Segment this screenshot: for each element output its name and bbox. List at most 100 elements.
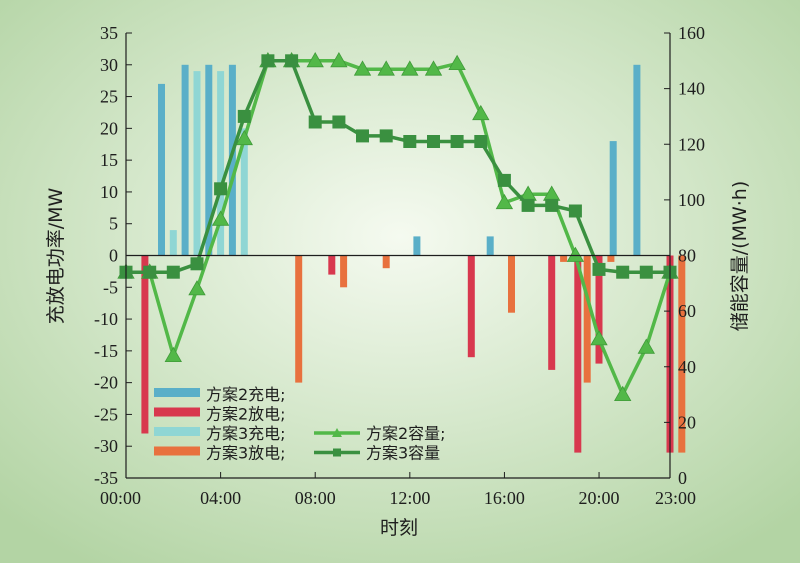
square-marker-1-15 xyxy=(474,135,488,148)
bar-3-0 xyxy=(295,255,303,383)
bar-1-0 xyxy=(141,255,149,434)
bar-0-6 xyxy=(609,141,617,256)
y-left-tick-label: 0 xyxy=(109,246,118,266)
bars-layer xyxy=(141,64,686,453)
triangle-marker-0-13 xyxy=(424,60,443,76)
y-right-tick-label: 100 xyxy=(678,190,705,210)
y-left-axis-title: 充放电功率/MW xyxy=(45,188,67,325)
square-marker-1-13 xyxy=(427,135,440,148)
square-marker-1-20 xyxy=(592,262,606,276)
y-left-tick-label: 15 xyxy=(100,150,118,170)
bar-0-4 xyxy=(413,236,421,256)
y-left-tick-label: 20 xyxy=(100,118,118,138)
triangle-marker-0-11 xyxy=(377,60,395,76)
y-left-tick-label: -20 xyxy=(94,373,118,393)
bar-0-1 xyxy=(181,64,189,256)
axes-layer: -35 -30 -25 -20 -15 -10 -5 0 5 10 15 20 25 30 35 0 20 40 6… xyxy=(94,23,705,508)
y-right-tick-label: 140 xyxy=(678,79,705,99)
y-left-tick-label: 10 xyxy=(100,182,118,202)
square-marker-1-9 xyxy=(332,115,346,129)
x-tick-label: 12:00 xyxy=(389,488,430,508)
triangle-marker-0-3 xyxy=(188,280,206,296)
square-marker-1-3 xyxy=(190,257,204,271)
bar-0-2 xyxy=(205,64,213,256)
y-right-axis-title: 储能容量/(MW·h) xyxy=(729,181,751,332)
triangle-marker-0-16 xyxy=(495,193,514,210)
bar-1-3 xyxy=(548,255,556,370)
triangle-marker-0-4 xyxy=(211,210,230,226)
square-marker-1-11 xyxy=(379,129,393,143)
x-tick-label: 08:00 xyxy=(295,488,336,508)
legend-label: 方案3容量 xyxy=(366,444,440,463)
bar-3-1 xyxy=(340,255,348,288)
square-marker-1-8 xyxy=(308,115,322,129)
legend-label: 方案2充电; xyxy=(206,385,286,404)
legend-square-icon xyxy=(333,448,341,457)
y-right-tick-label: 40 xyxy=(678,357,696,377)
y-left-tick-label: -25 xyxy=(94,404,118,424)
bar-3-5 xyxy=(583,255,591,383)
bar-3-7 xyxy=(678,255,686,453)
square-marker-1-7 xyxy=(285,54,299,68)
square-marker-1-17 xyxy=(521,198,535,212)
y-right-tick-label: 160 xyxy=(678,23,705,43)
square-marker-1-2 xyxy=(166,265,180,279)
legend-label: 方案2放电; xyxy=(206,405,286,424)
y-left-tick-label: -30 xyxy=(94,436,118,456)
square-marker-1-12 xyxy=(403,135,417,148)
triangle-marker-0-5 xyxy=(235,129,253,146)
y-left-tick-label: -15 xyxy=(94,341,118,361)
y-left-tick-label: -10 xyxy=(94,309,118,329)
bar-0-3 xyxy=(228,64,236,256)
y-left-tick-label: -5 xyxy=(103,277,118,297)
line-series-1 xyxy=(126,59,670,274)
y-right-tick-label: 60 xyxy=(678,301,696,321)
bar-1-2 xyxy=(467,255,475,358)
square-marker-1-14 xyxy=(450,135,464,148)
legend: 方案2充电;方案2放电;方案3充电;方案3放电; 方案2容量;方案3容量 xyxy=(154,385,446,463)
bar-0-7 xyxy=(633,64,641,256)
y-left-tick-label: 5 xyxy=(109,214,118,234)
triangle-marker-0-8 xyxy=(306,51,324,68)
bar-1-1 xyxy=(328,255,336,275)
square-marker-1-4 xyxy=(214,182,228,196)
triangle-marker-0-19 xyxy=(566,246,585,262)
square-marker-1-21 xyxy=(616,265,630,279)
x-axis-title: 时刻 xyxy=(380,517,418,539)
line-series-0 xyxy=(126,59,672,397)
x-tick-label: 23:00 xyxy=(655,488,696,508)
triangle-marker-0-15 xyxy=(472,104,490,121)
bar-1-4 xyxy=(574,255,582,453)
bar-2-3 xyxy=(240,128,248,256)
triangle-marker-0-22 xyxy=(637,338,655,354)
square-marker-1-5 xyxy=(237,109,251,123)
bar-3-6 xyxy=(607,255,615,262)
square-marker-1-18 xyxy=(545,198,559,212)
square-marker-1-22 xyxy=(639,265,653,279)
legend-label: 方案3放电; xyxy=(206,444,286,463)
legend-triangle-icon xyxy=(332,428,342,437)
triangle-marker-0-21 xyxy=(614,385,632,401)
legend-label: 方案3充电; xyxy=(206,424,286,443)
triangle-marker-0-10 xyxy=(353,60,372,76)
square-marker-1-10 xyxy=(356,129,369,143)
bar-0-5 xyxy=(486,236,494,256)
y-left-tick-label: 30 xyxy=(100,55,118,75)
y-left-tick-label: 35 xyxy=(100,23,118,43)
square-marker-1-6 xyxy=(261,54,275,68)
x-tick-label: 20:00 xyxy=(579,488,620,508)
triangle-marker-0-9 xyxy=(330,51,348,68)
y-right-tick-label: 20 xyxy=(678,412,696,432)
bar-1-5 xyxy=(595,255,603,364)
triangle-marker-0-14 xyxy=(448,54,466,70)
legend-swatch-bar-0 xyxy=(154,388,200,397)
legend-swatch-bar-3 xyxy=(154,446,200,456)
triangle-marker-0-20 xyxy=(590,330,608,346)
x-tick-label: 04:00 xyxy=(200,488,241,508)
legend-label: 方案2容量; xyxy=(366,424,446,443)
bar-2-2 xyxy=(217,71,225,256)
bar-3-3 xyxy=(508,255,515,313)
bar-3-4 xyxy=(560,255,568,262)
